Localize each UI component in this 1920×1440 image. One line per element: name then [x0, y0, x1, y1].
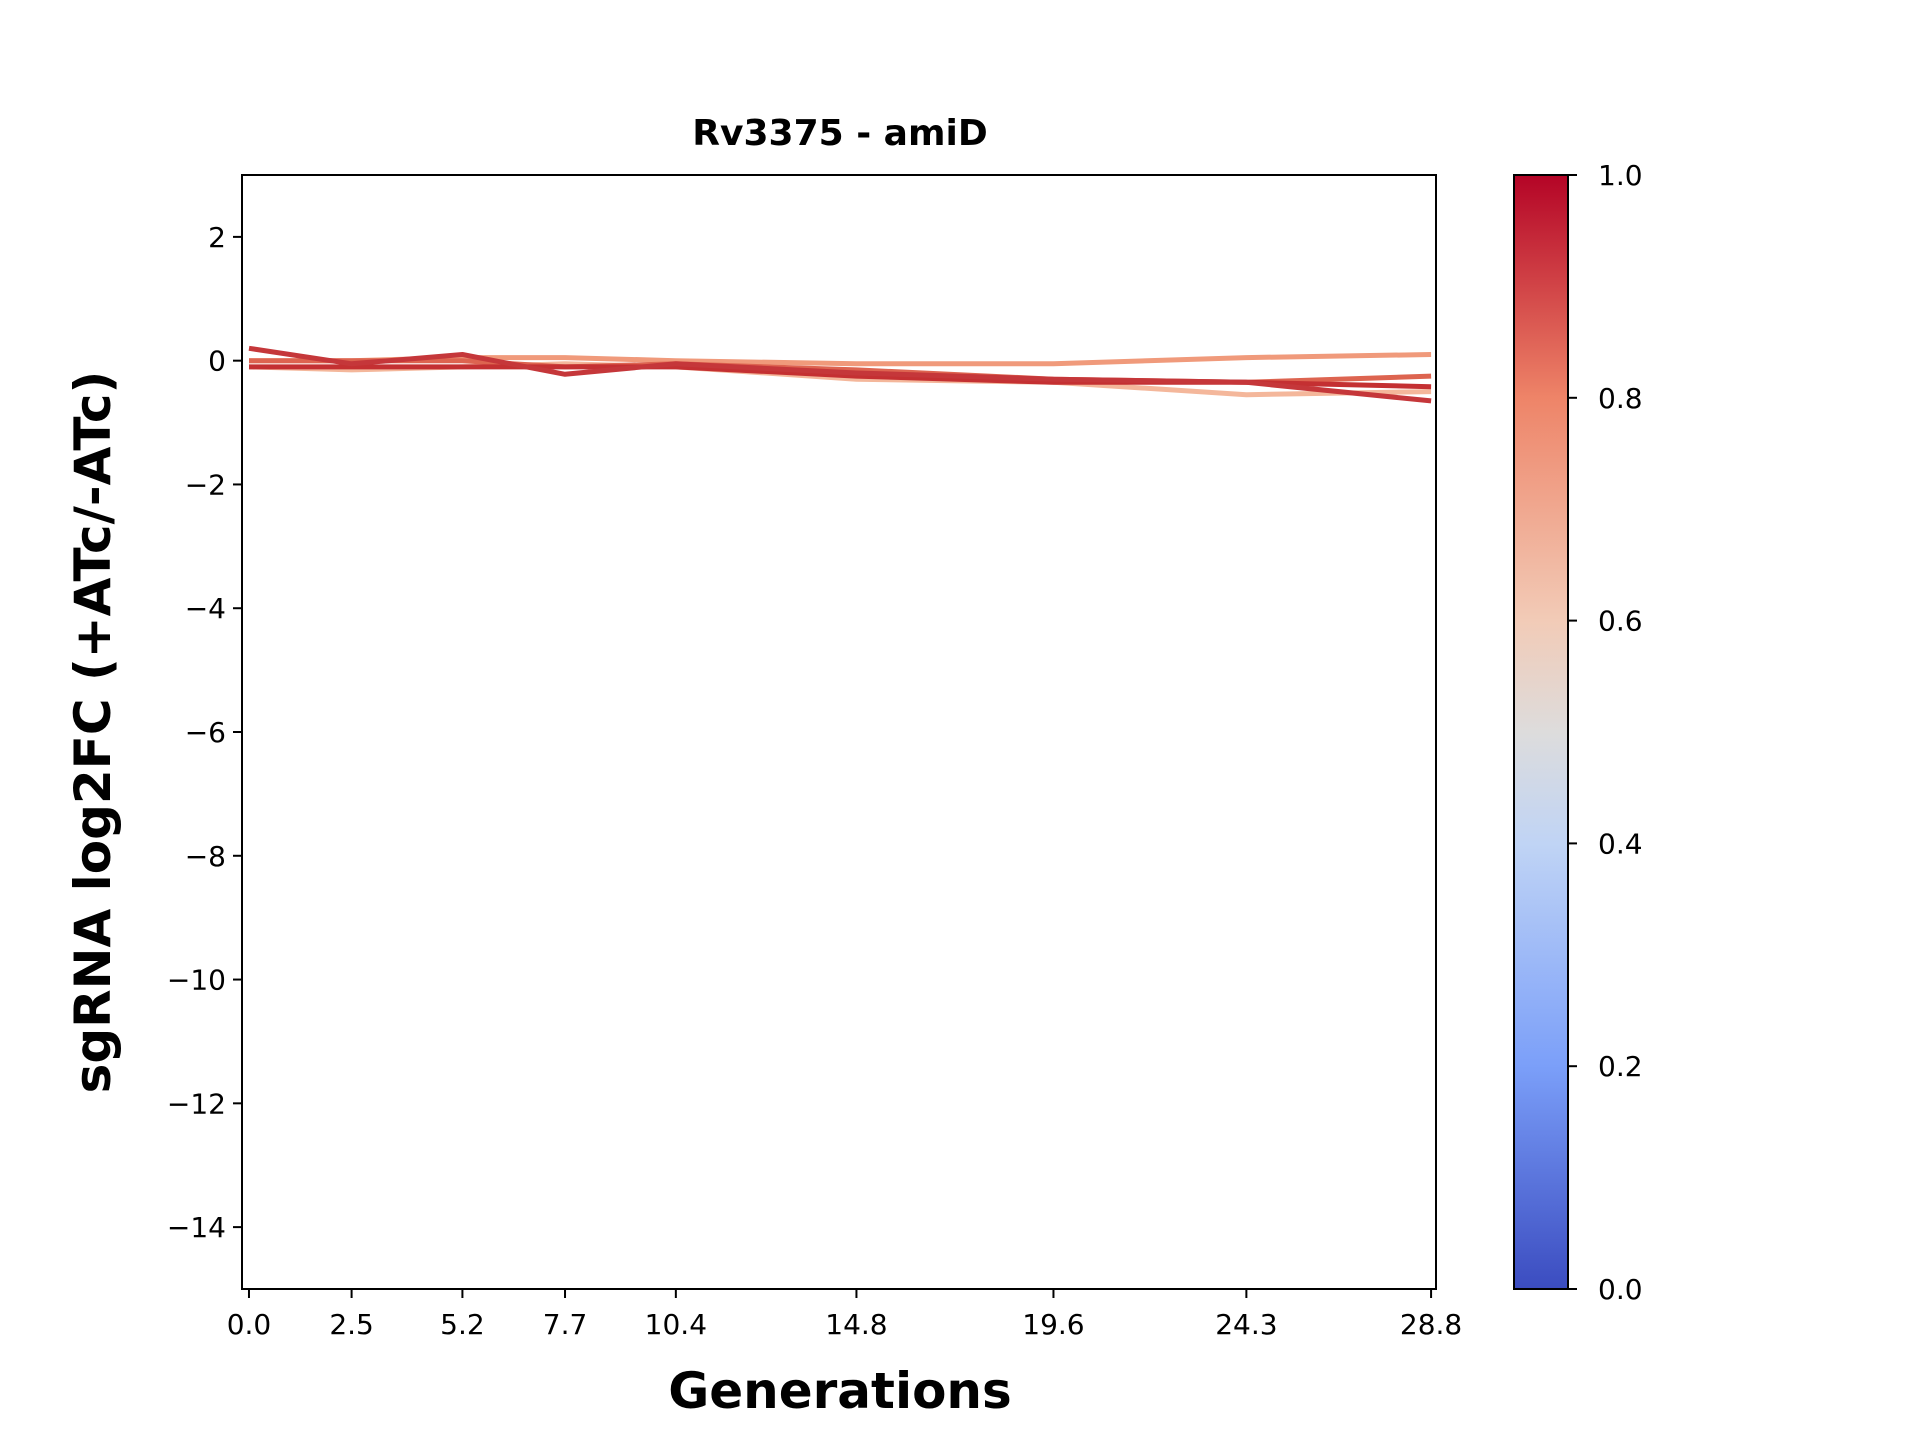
colorbar-tick-label: 0.6 — [1598, 605, 1643, 638]
y-tick-label: 0 — [208, 345, 226, 378]
y-axis-label: sgRNA log2FC (+ATc/-ATc) — [64, 371, 122, 1094]
plot-frame — [241, 174, 1437, 1290]
colorbar-tick-label: 0.0 — [1598, 1273, 1643, 1306]
x-tick-label: 24.3 — [1215, 1308, 1277, 1341]
chart-title: Rv3375 - amiD — [692, 113, 987, 154]
colorbar-axis: 0.0 0.2 0.4 0.6 0.8 1.0 — [1568, 159, 1643, 1306]
x-axis: 0.0 2.5 5.2 7.7 10.4 14.8 19.6 24.3 28.8 — [227, 1289, 1462, 1341]
series-lines — [248, 345, 1432, 404]
x-tick-label: 7.7 — [543, 1308, 588, 1341]
y-tick-label: −14 — [167, 1211, 226, 1244]
y-tick-label: −8 — [185, 840, 226, 873]
colorbar-tick-label: 0.8 — [1598, 382, 1643, 415]
y-tick-label: −2 — [185, 468, 226, 501]
y-tick-label: 2 — [208, 221, 226, 254]
colorbar-tick-label: 1.0 — [1598, 159, 1643, 192]
colorbar-tick-label: 0.2 — [1598, 1050, 1643, 1083]
y-tick-label: −10 — [167, 964, 226, 997]
y-tick-label: −4 — [185, 592, 226, 625]
x-tick-label: 10.4 — [645, 1308, 707, 1341]
series-line-5 — [248, 345, 1432, 404]
colorbar — [1513, 174, 1569, 1290]
y-axis: 2 0 −2 −4 −6 −8 −10 −12 −14 — [167, 221, 242, 1244]
y-tick-label: −6 — [185, 716, 226, 749]
colorbar-tick-label: 0.4 — [1598, 827, 1643, 860]
y-tick-label: −12 — [167, 1087, 226, 1120]
x-tick-label: 28.8 — [1400, 1308, 1462, 1341]
x-tick-label: 14.8 — [825, 1308, 887, 1341]
x-axis-label: Generations — [668, 1362, 1012, 1420]
x-tick-label: 5.2 — [440, 1308, 485, 1341]
x-tick-label: 0.0 — [227, 1308, 272, 1341]
x-tick-label: 19.6 — [1022, 1308, 1084, 1341]
x-tick-label: 2.5 — [329, 1308, 374, 1341]
